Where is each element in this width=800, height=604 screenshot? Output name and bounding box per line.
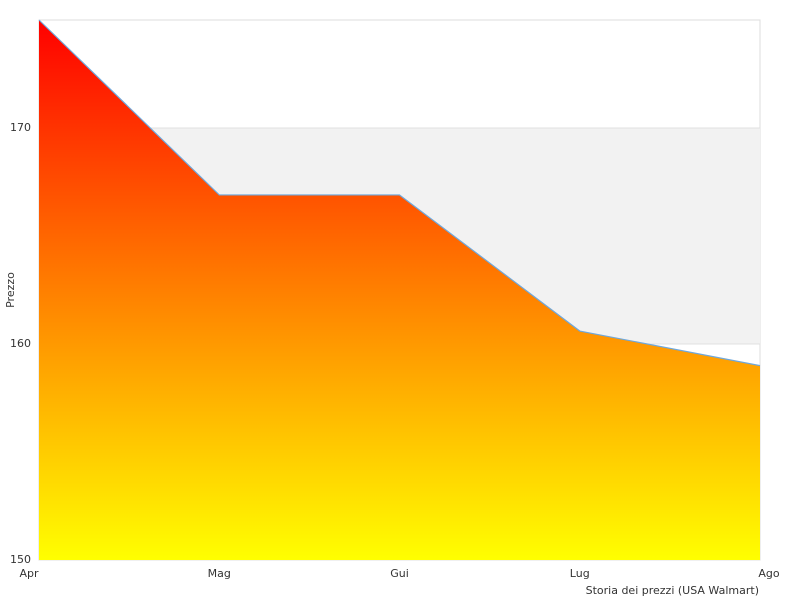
line (38, 19, 761, 367)
x-tick-label: Apr (19, 567, 39, 580)
y-tick-label: 170 (10, 121, 31, 134)
x-tick-label: Mag (208, 567, 231, 580)
area (39, 20, 760, 560)
x-tick-label: Ago (758, 567, 780, 580)
y-tick-label: 160 (10, 337, 31, 350)
x-tick-label: Gui (390, 567, 409, 580)
x-axis-title: Storia dei prezzi (USA Walmart) (586, 584, 759, 597)
y-axis-title: Prezzo (4, 272, 17, 308)
y-tick-label: 150 (10, 553, 31, 566)
x-tick-label: Lug (570, 567, 590, 580)
